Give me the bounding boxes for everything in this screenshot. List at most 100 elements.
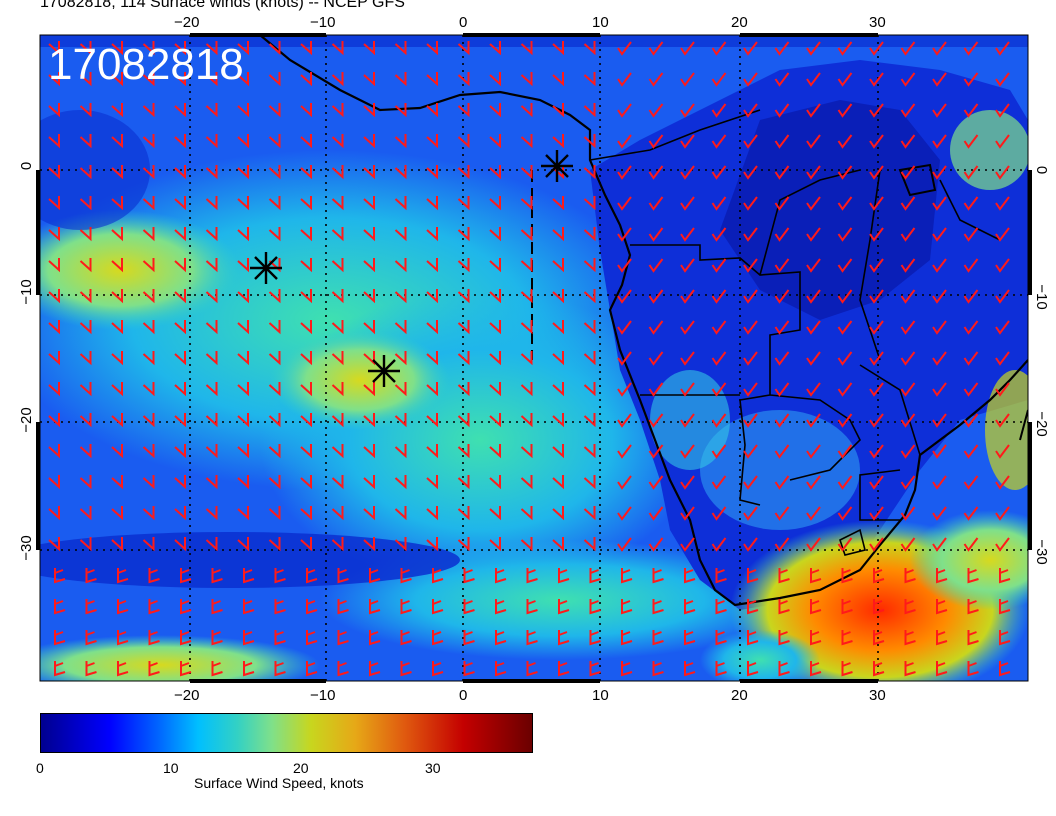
wind-barb [806, 196, 821, 211]
wind-barb [48, 103, 60, 118]
wind-barb [79, 537, 92, 552]
wind-barb [526, 661, 538, 677]
wind-barb [142, 72, 155, 87]
wind-barb [331, 382, 344, 397]
wind-barb [873, 568, 885, 584]
wind-barb [300, 506, 312, 521]
wind-barb [774, 41, 790, 56]
wind-barb [363, 506, 375, 521]
wind-barb [48, 258, 60, 273]
wind-barb [268, 103, 281, 118]
wind-barb [774, 320, 790, 335]
wind-barb [900, 196, 916, 211]
wind-barb [743, 537, 758, 552]
wind-barb [680, 103, 695, 118]
wind-barb [806, 413, 821, 428]
wind-barb [205, 41, 218, 56]
wind-barb [180, 630, 192, 646]
map-title: 17082818, 114 Surface winds (knots) -- N… [40, 0, 405, 11]
wind-barb [457, 165, 470, 180]
wind-barb [520, 475, 533, 490]
wind-barb [426, 41, 438, 56]
wind-barb [963, 320, 979, 335]
wind-barb [79, 444, 92, 459]
wind-barb [331, 258, 344, 273]
wind-barb [489, 72, 501, 87]
wind-barb [583, 258, 596, 273]
wind-barb [331, 227, 344, 242]
wind-barb [621, 599, 633, 615]
wind-barb [268, 320, 281, 335]
wind-barb [457, 506, 470, 521]
wind-barb [873, 661, 885, 677]
wind-barb [617, 506, 632, 521]
wind-barb [205, 258, 218, 273]
wind-barb [520, 320, 533, 335]
lon-tick-top: −10 [310, 14, 335, 31]
wind-barb [552, 382, 564, 397]
wind-barb [963, 41, 979, 56]
wind-barb [117, 599, 129, 615]
wind-barb [394, 475, 407, 490]
country-borders [589, 109, 1001, 556]
wind-barb [363, 413, 375, 428]
wind-barb [463, 599, 475, 615]
wind-barb [774, 351, 790, 366]
wind-barb [268, 351, 281, 366]
wind-barb [680, 444, 695, 459]
wind-barb [363, 351, 375, 366]
wind-barb [520, 537, 533, 552]
wind-barb [54, 599, 66, 615]
wind-barb [837, 41, 853, 56]
wind-barb [426, 103, 438, 118]
wind-barb [715, 599, 727, 615]
wind-barb [869, 382, 884, 397]
wind-barb [583, 351, 596, 366]
wind-barb [774, 134, 790, 149]
wind-barb [174, 289, 186, 304]
wind-barb [174, 165, 186, 180]
wind-barb [426, 134, 438, 149]
wind-barb [900, 320, 916, 335]
wind-barb [211, 568, 223, 584]
wind-barb [680, 382, 695, 397]
wind-barb [806, 258, 821, 273]
wind-barb [205, 72, 218, 87]
wind-barb [174, 351, 186, 366]
wind-barb [363, 134, 375, 149]
wind-barb [558, 661, 570, 677]
wind-barb [711, 103, 727, 118]
wind-barb [936, 630, 948, 646]
wind-barb [648, 134, 664, 149]
wind-barb [85, 630, 97, 646]
lon-tick-top: 10 [592, 14, 609, 31]
wind-barb [995, 444, 1010, 459]
wind-barb [932, 537, 947, 552]
wind-barb [932, 72, 947, 87]
wind-barb [495, 568, 507, 584]
wind-barb [648, 41, 664, 56]
wind-barb [869, 165, 884, 180]
wind-barbs [48, 41, 1011, 677]
wind-barb [552, 289, 564, 304]
wind-barb [111, 444, 123, 459]
wind-barb [489, 475, 501, 490]
wind-barb [995, 413, 1010, 428]
wind-barb [932, 227, 947, 242]
wind-barb [211, 630, 223, 646]
wind-barb [963, 72, 979, 87]
wind-barb [583, 320, 596, 335]
wind-barb [904, 599, 916, 615]
wind-barb [995, 103, 1010, 118]
asterisk-marker [250, 252, 282, 284]
wind-barb [900, 382, 916, 397]
wind-barb [711, 444, 727, 459]
wind-barb [680, 537, 695, 552]
wind-barb [932, 258, 947, 273]
wind-barb [300, 41, 312, 56]
wind-barb [268, 227, 281, 242]
wind-barb [617, 258, 632, 273]
wind-barb [837, 537, 853, 552]
wind-barb [457, 320, 470, 335]
wind-barb [111, 103, 123, 118]
